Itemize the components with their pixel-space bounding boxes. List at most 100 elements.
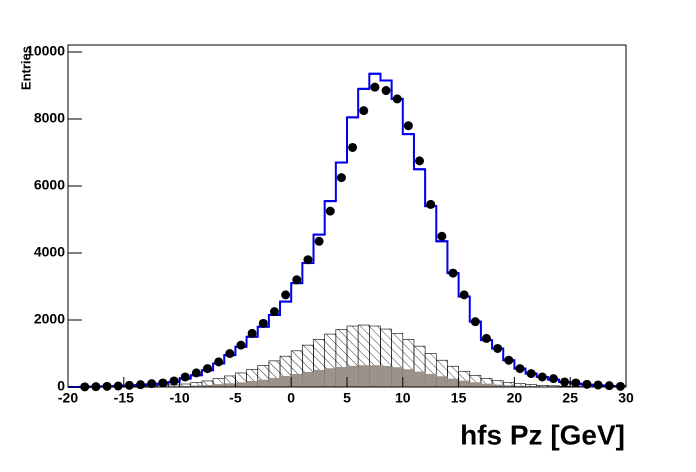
filled-bar xyxy=(447,378,459,387)
data-point xyxy=(203,364,212,374)
y-tick-label: 6000 xyxy=(34,177,65,193)
data-point xyxy=(247,328,257,338)
x-tick-label: 30 xyxy=(618,390,634,406)
data-point xyxy=(113,381,123,391)
data-point xyxy=(448,268,458,278)
data-point xyxy=(269,307,279,317)
filled-bar xyxy=(347,365,359,387)
data-point xyxy=(336,173,346,183)
x-tick-label: 15 xyxy=(451,390,467,406)
data-point xyxy=(370,82,380,92)
data-point xyxy=(437,231,447,241)
data-point xyxy=(403,121,413,131)
data-point xyxy=(169,376,179,386)
filled-bar xyxy=(369,365,381,387)
data-point xyxy=(136,380,146,390)
data-point xyxy=(292,275,302,285)
data-point xyxy=(348,142,358,152)
data-point xyxy=(381,86,391,96)
x-tick-label: -20 xyxy=(58,390,78,406)
x-tick-label: 20 xyxy=(507,390,523,406)
y-axis-label: Entries xyxy=(18,46,33,90)
data-point xyxy=(225,349,235,358)
data-point xyxy=(515,364,525,374)
data-point xyxy=(392,94,402,104)
data-point xyxy=(236,340,246,350)
filled-bar xyxy=(335,366,347,387)
x-tick-label: -10 xyxy=(169,390,189,406)
data-point xyxy=(571,378,581,388)
data-point xyxy=(303,255,313,265)
filled-bar xyxy=(280,375,292,387)
filled-bar xyxy=(313,369,325,387)
data-point xyxy=(258,318,268,328)
data-point xyxy=(359,106,369,116)
filled-bar xyxy=(201,384,214,387)
data-point xyxy=(526,369,536,379)
plot-area xyxy=(68,72,626,392)
y-tick-label: 10000 xyxy=(26,43,65,59)
data-point xyxy=(180,372,190,382)
x-tick-label: 25 xyxy=(562,390,578,406)
filled-bar xyxy=(413,371,426,387)
x-tick-label: 10 xyxy=(395,390,411,406)
filled-bar xyxy=(425,373,437,387)
filled-bar xyxy=(492,384,504,387)
filled-bar xyxy=(503,385,515,387)
x-tick-label: -15 xyxy=(114,390,134,406)
data-point xyxy=(214,357,224,367)
y-tick-label: 4000 xyxy=(34,244,65,260)
data-point xyxy=(459,290,469,300)
data-point xyxy=(158,378,168,388)
filled-bar xyxy=(358,365,370,387)
filled-bar xyxy=(324,368,336,387)
data-point xyxy=(493,343,503,353)
data-point xyxy=(191,368,201,378)
data-point xyxy=(415,156,425,166)
data-point xyxy=(147,379,157,389)
x-tick-label: -5 xyxy=(229,390,242,406)
filled-bar xyxy=(291,373,303,387)
data-point xyxy=(593,380,603,390)
x-tick-label: 5 xyxy=(343,390,351,406)
filled-bar xyxy=(246,380,258,387)
data-point xyxy=(281,290,291,300)
filled-bar xyxy=(480,383,493,387)
data-point xyxy=(102,381,112,391)
data-point xyxy=(560,377,570,387)
data-point xyxy=(124,380,134,390)
data-point xyxy=(325,206,335,216)
filled-bar xyxy=(458,380,470,387)
filled-bar xyxy=(257,379,269,387)
filled-bar xyxy=(224,383,236,387)
data-point xyxy=(615,381,625,391)
data-point xyxy=(470,317,480,327)
data-point xyxy=(426,199,436,209)
filled-bar xyxy=(380,365,392,387)
data-point xyxy=(314,236,324,246)
x-axis-label: hfs Pz [GeV] xyxy=(460,419,625,450)
y-tick-label: 0 xyxy=(57,378,65,394)
x-tick-label: 0 xyxy=(287,390,295,406)
filled-bar xyxy=(179,385,191,387)
filled-bar xyxy=(402,369,414,387)
filled-bar xyxy=(514,385,526,387)
filled-bar xyxy=(391,367,403,387)
filled-bar xyxy=(190,385,202,387)
filled-bar xyxy=(268,377,281,387)
data-point xyxy=(604,381,614,391)
filled-bar xyxy=(235,382,247,387)
data-point xyxy=(482,333,491,343)
filled-bar xyxy=(302,371,314,387)
data-point xyxy=(548,374,558,384)
filled-bar xyxy=(469,382,481,387)
y-tick-label: 2000 xyxy=(34,311,65,327)
data-point xyxy=(504,355,514,365)
filled-bar xyxy=(213,384,225,387)
data-point xyxy=(537,372,547,382)
filled-bar xyxy=(436,376,448,387)
y-tick-label: 8000 xyxy=(34,110,65,126)
